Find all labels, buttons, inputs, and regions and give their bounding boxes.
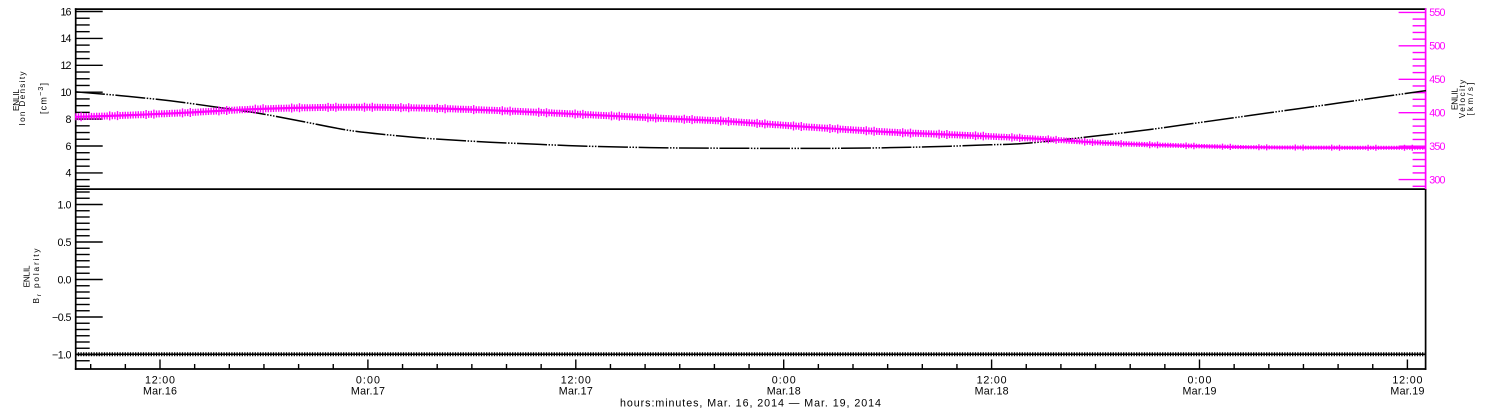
svg-text:ENLIL: ENLIL — [12, 89, 21, 111]
svg-text:0:00: 0:00 — [1188, 374, 1212, 386]
svg-text:550: 550 — [1429, 7, 1445, 19]
svg-text:Mar.16: Mar.16 — [143, 386, 177, 398]
svg-text:0.5: 0.5 — [58, 237, 72, 249]
svg-text:Mar.18: Mar.18 — [975, 386, 1009, 398]
svg-text:10: 10 — [61, 87, 72, 99]
svg-text:Ion Density: Ion Density — [18, 71, 27, 126]
svg-text:ENLIL: ENLIL — [23, 265, 32, 287]
svg-text:Mar.19: Mar.19 — [1183, 386, 1217, 398]
svg-text:Mar.19: Mar.19 — [1390, 386, 1424, 398]
svg-text:hours:minutes, Mar. 16, 2014 —: hours:minutes, Mar. 16, 2014 — Mar. 19, … — [620, 397, 881, 409]
svg-text:12:00: 12:00 — [1392, 374, 1422, 386]
svg-text:0:00: 0:00 — [772, 374, 796, 386]
svg-text:12:00: 12:00 — [145, 374, 175, 386]
svg-text:500: 500 — [1429, 41, 1445, 53]
svg-text:12: 12 — [61, 60, 72, 72]
svg-text:300: 300 — [1429, 174, 1445, 186]
svg-text:1.0: 1.0 — [58, 199, 72, 211]
svg-text:Mar.17: Mar.17 — [351, 386, 385, 398]
svg-text:12:00: 12:00 — [977, 374, 1007, 386]
svg-text:12:00: 12:00 — [561, 374, 591, 386]
svg-text:ENLIL: ENLIL — [1451, 88, 1460, 110]
svg-text:14: 14 — [61, 33, 72, 45]
svg-text:Mar.17: Mar.17 — [559, 386, 593, 398]
svg-text:Velocity: Velocity — [1458, 79, 1467, 118]
svg-text:6: 6 — [66, 141, 72, 153]
svg-text:Br polarity: Br polarity — [32, 248, 43, 304]
svg-text:−1.0: −1.0 — [52, 349, 72, 361]
svg-text:450: 450 — [1429, 74, 1445, 86]
svg-text:4: 4 — [66, 168, 72, 180]
svg-text:16: 16 — [61, 6, 72, 18]
svg-text:8: 8 — [66, 114, 72, 126]
svg-text:400: 400 — [1429, 108, 1445, 120]
svg-text:Mar.18: Mar.18 — [767, 386, 801, 398]
svg-text:0.0: 0.0 — [58, 274, 72, 286]
svg-text:−0.5: −0.5 — [52, 312, 72, 324]
svg-text:0:00: 0:00 — [356, 374, 380, 386]
svg-text:350: 350 — [1429, 141, 1445, 153]
svg-text:[km/s]: [km/s] — [1466, 83, 1475, 116]
